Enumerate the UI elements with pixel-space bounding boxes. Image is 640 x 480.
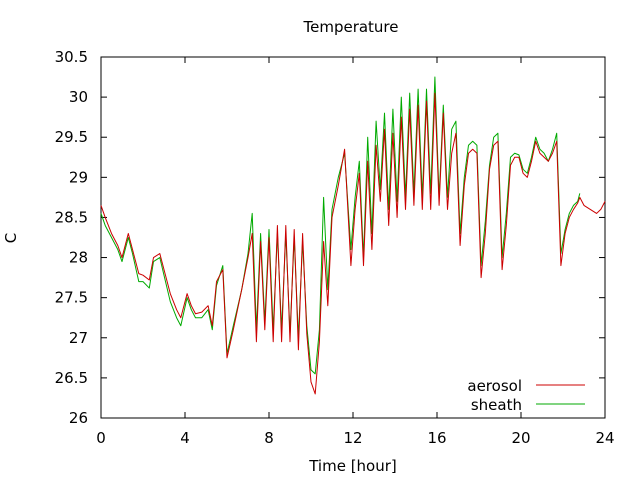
legend-label-sheath: sheath: [471, 396, 522, 414]
y-tick-label: 30: [69, 88, 88, 106]
y-tick-label: 28.5: [55, 208, 88, 226]
x-axis-label: Time [hour]: [308, 457, 397, 475]
y-tick-label: 29.5: [55, 128, 88, 146]
x-tick-label: 12: [343, 429, 362, 447]
series-line-sheath: [100, 76, 581, 375]
legend-label-aerosol: aerosol: [467, 377, 522, 395]
series-lines: [100, 76, 606, 395]
x-tick-label: 0: [96, 429, 106, 447]
y-tick-label: 27: [69, 329, 88, 347]
chart-title: Temperature: [302, 18, 398, 36]
y-tick-label: 27.5: [55, 289, 88, 307]
y-tick-label: 29: [69, 168, 88, 186]
axis-ticks: 0 4 8 12 16 20 24 26 26.5 27 27.5 28 28.5 29 29.5 30 30.…: [55, 48, 615, 447]
x-tick-label: 8: [264, 429, 274, 447]
y-tick-label: 30.5: [55, 48, 88, 66]
series-line-aerosol: [100, 92, 606, 395]
y-tick-label: 26: [69, 409, 88, 427]
x-tick-label: 20: [511, 429, 530, 447]
x-tick-label: 16: [427, 429, 446, 447]
y-axis-label: C: [2, 233, 20, 243]
x-tick-label: 4: [180, 429, 190, 447]
legend: aerosol sheath: [467, 377, 585, 414]
y-tick-label: 28: [69, 249, 88, 267]
y-tick-label: 26.5: [55, 369, 88, 387]
x-tick-label: 24: [595, 429, 614, 447]
